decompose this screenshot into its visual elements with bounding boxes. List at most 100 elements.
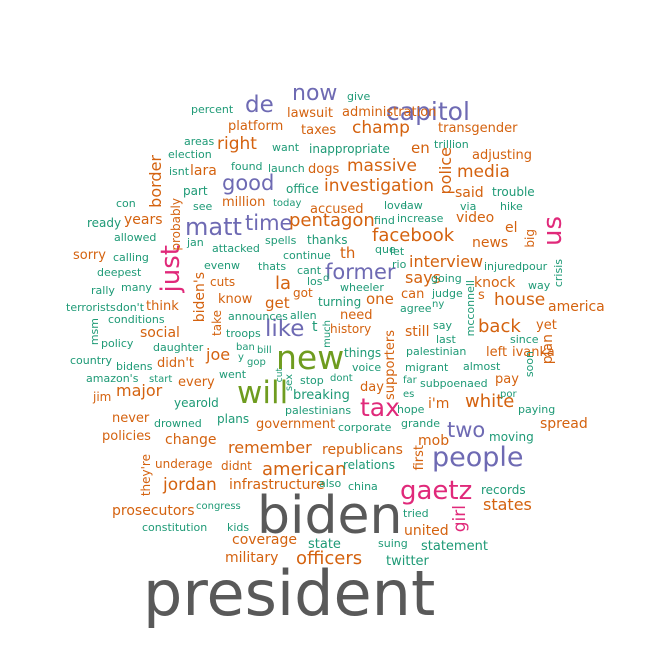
word-need: need [340, 308, 373, 323]
word-ivanka: ivanka [512, 345, 555, 360]
word-former: former [325, 260, 396, 284]
word-el: el [505, 220, 518, 236]
word-attacked: attacked [212, 242, 260, 255]
word-troops: troops [226, 327, 261, 340]
word-isnt: isnt [169, 165, 190, 178]
word-lara: lara [190, 163, 217, 179]
word-today: today [273, 198, 302, 209]
word-social: social [140, 325, 180, 341]
word-news: news [472, 235, 509, 251]
word-found: found [231, 160, 263, 173]
word-turning: turning [318, 295, 362, 309]
word-bidens2: bidens [116, 360, 153, 373]
word-states: states [483, 495, 532, 514]
word-dont: don't [116, 301, 145, 314]
word-joe: joe [206, 345, 231, 364]
word-los: los [307, 275, 323, 288]
word-thats: thats [258, 260, 287, 273]
word-judge: judge [432, 287, 463, 300]
word-major: major [116, 381, 163, 400]
word-congress: congress [196, 501, 241, 512]
word-tried: tried [403, 507, 429, 520]
word-first: first [412, 445, 427, 471]
word-trillion: trillion [434, 138, 469, 151]
word-ny: ny [432, 299, 445, 310]
word-mcconnell: mcconnell [464, 280, 477, 337]
word-girl: girl [450, 505, 470, 533]
word-paying: paying [518, 403, 556, 416]
word-border: border [146, 155, 165, 208]
word-inappropriate: inappropriate [309, 142, 390, 156]
word-stop: stop [300, 374, 324, 387]
word-find: find [374, 214, 395, 227]
word-es: es [403, 389, 415, 400]
word-injured: injured [484, 260, 523, 273]
word-palestinians: palestinians [285, 404, 352, 417]
word-soon: soon [523, 351, 536, 378]
word-agree: agree [400, 302, 432, 315]
word-remember: remember [228, 438, 312, 457]
word-voice: voice [352, 361, 382, 374]
word-government: government [256, 417, 336, 432]
word-dogs: dogs [308, 162, 340, 177]
word-white: white [465, 391, 515, 412]
word-far: far [403, 375, 417, 386]
word-ban: ban [236, 342, 255, 353]
word-things: things [344, 346, 382, 360]
word-cut: cut [275, 368, 285, 383]
word-house: house [494, 290, 546, 310]
word-matt: matt [185, 213, 242, 241]
word-investigation: investigation [324, 176, 435, 196]
word-transgender: transgender [438, 121, 518, 136]
word-massive: massive [347, 156, 417, 176]
word-law: law [404, 199, 423, 212]
word-years: years [124, 212, 163, 228]
word-champ: champ [352, 118, 410, 138]
word-via: via [460, 200, 477, 213]
word-taxes: taxes [301, 123, 337, 138]
word-relations: relations [343, 458, 395, 472]
word-still: still [405, 324, 430, 340]
word-can: can [401, 287, 425, 302]
word-migrant: migrant [405, 361, 449, 374]
word-adjusting: adjusting [472, 148, 533, 163]
word-last: last [436, 333, 456, 346]
word-rally: rally [91, 284, 115, 297]
word-pay: pay [495, 372, 519, 387]
word-cant: cant [297, 264, 322, 277]
word-spread: spread [540, 416, 588, 432]
word-platform: platform [228, 119, 284, 134]
word-want: want [272, 141, 300, 154]
word-grande: grande [401, 417, 440, 430]
word-two: two [447, 418, 486, 442]
word-right: right [217, 134, 257, 154]
word-increase: increase [397, 212, 444, 225]
word-moving: moving [489, 430, 534, 444]
word-probably: probably [169, 198, 183, 251]
word-like: like [265, 316, 305, 342]
word-much: much [322, 320, 333, 348]
word-didnt2: didnt [221, 459, 252, 473]
word-media: media [457, 162, 510, 182]
word-also: also [319, 477, 342, 490]
word-biden: biden [257, 486, 403, 546]
word-lawsuit: lawsuit [287, 106, 333, 121]
word-daughter: daughter [153, 341, 204, 354]
word-left: left [486, 345, 508, 360]
word-amazons: amazon's [86, 372, 139, 385]
word-people: people [432, 442, 524, 473]
word-records: records [481, 483, 526, 497]
word-conditions: conditions [108, 313, 165, 326]
word-hike: hike [500, 200, 523, 213]
word-let: let [390, 245, 405, 258]
word-part: part [183, 184, 208, 198]
word-de: de [245, 92, 274, 118]
word-republicans: republicans [322, 442, 403, 458]
word-ready: ready [87, 216, 122, 230]
word-get: get [265, 294, 290, 312]
word-palestinian: palestinian [406, 345, 467, 358]
word-million: million [222, 195, 266, 210]
word-policies: policies [102, 429, 151, 444]
word-never: never [112, 411, 150, 426]
word-msm: msm [88, 318, 101, 346]
